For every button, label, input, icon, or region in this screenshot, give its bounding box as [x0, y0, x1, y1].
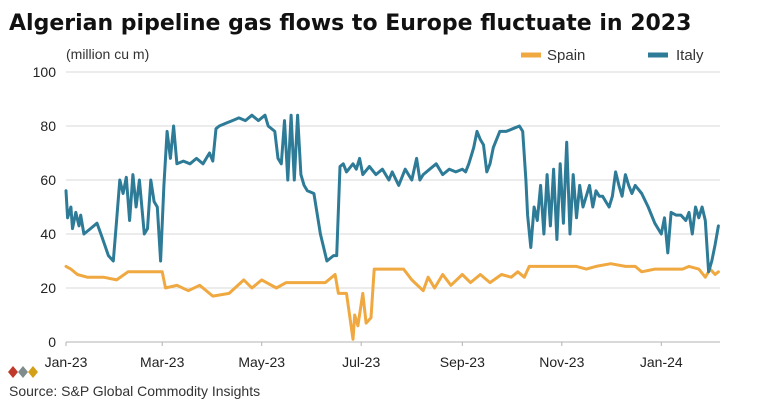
y-axis: 0 20 40 60 80 100 — [33, 64, 57, 350]
x-tick-label: Sep-23 — [440, 354, 485, 370]
chart-title: Algerian pipeline gas flows to Europe fl… — [9, 11, 691, 36]
y-tick-label: 80 — [40, 118, 56, 134]
legend-label-spain: Spain — [547, 47, 585, 64]
x-axis: Jan-23 Mar-23 May-23 Jul-23 Sep-23 Nov-23 Jan-… — [45, 342, 683, 370]
y-tick-label: 40 — [40, 226, 56, 242]
y-tick-label: 0 — [48, 334, 56, 350]
y-tick-label: 100 — [33, 64, 57, 80]
x-tick-label: Jul-23 — [342, 354, 380, 370]
unit-label: (million cu m) — [66, 46, 149, 62]
logo-mark-right — [28, 366, 38, 378]
source-logo — [8, 366, 38, 378]
x-tick-label: May-23 — [238, 354, 285, 370]
x-tick-label: Nov-23 — [539, 354, 584, 370]
series — [64, 113, 720, 341]
logo-mark-left — [8, 366, 18, 378]
series-line-italy — [64, 113, 720, 274]
x-tick-label: Jan-24 — [640, 354, 683, 370]
x-tick-label: Mar-23 — [140, 354, 185, 370]
y-tick-label: 60 — [40, 172, 56, 188]
logo-mark-center — [18, 366, 28, 378]
legend: Spain Italy — [521, 47, 704, 64]
y-tick-label: 20 — [40, 280, 56, 296]
source-note: Source: S&P Global Commodity Insights — [9, 383, 260, 399]
x-tick-label: Jan-23 — [45, 354, 88, 370]
series-line-spain — [64, 262, 720, 341]
legend-label-italy: Italy — [676, 47, 704, 64]
